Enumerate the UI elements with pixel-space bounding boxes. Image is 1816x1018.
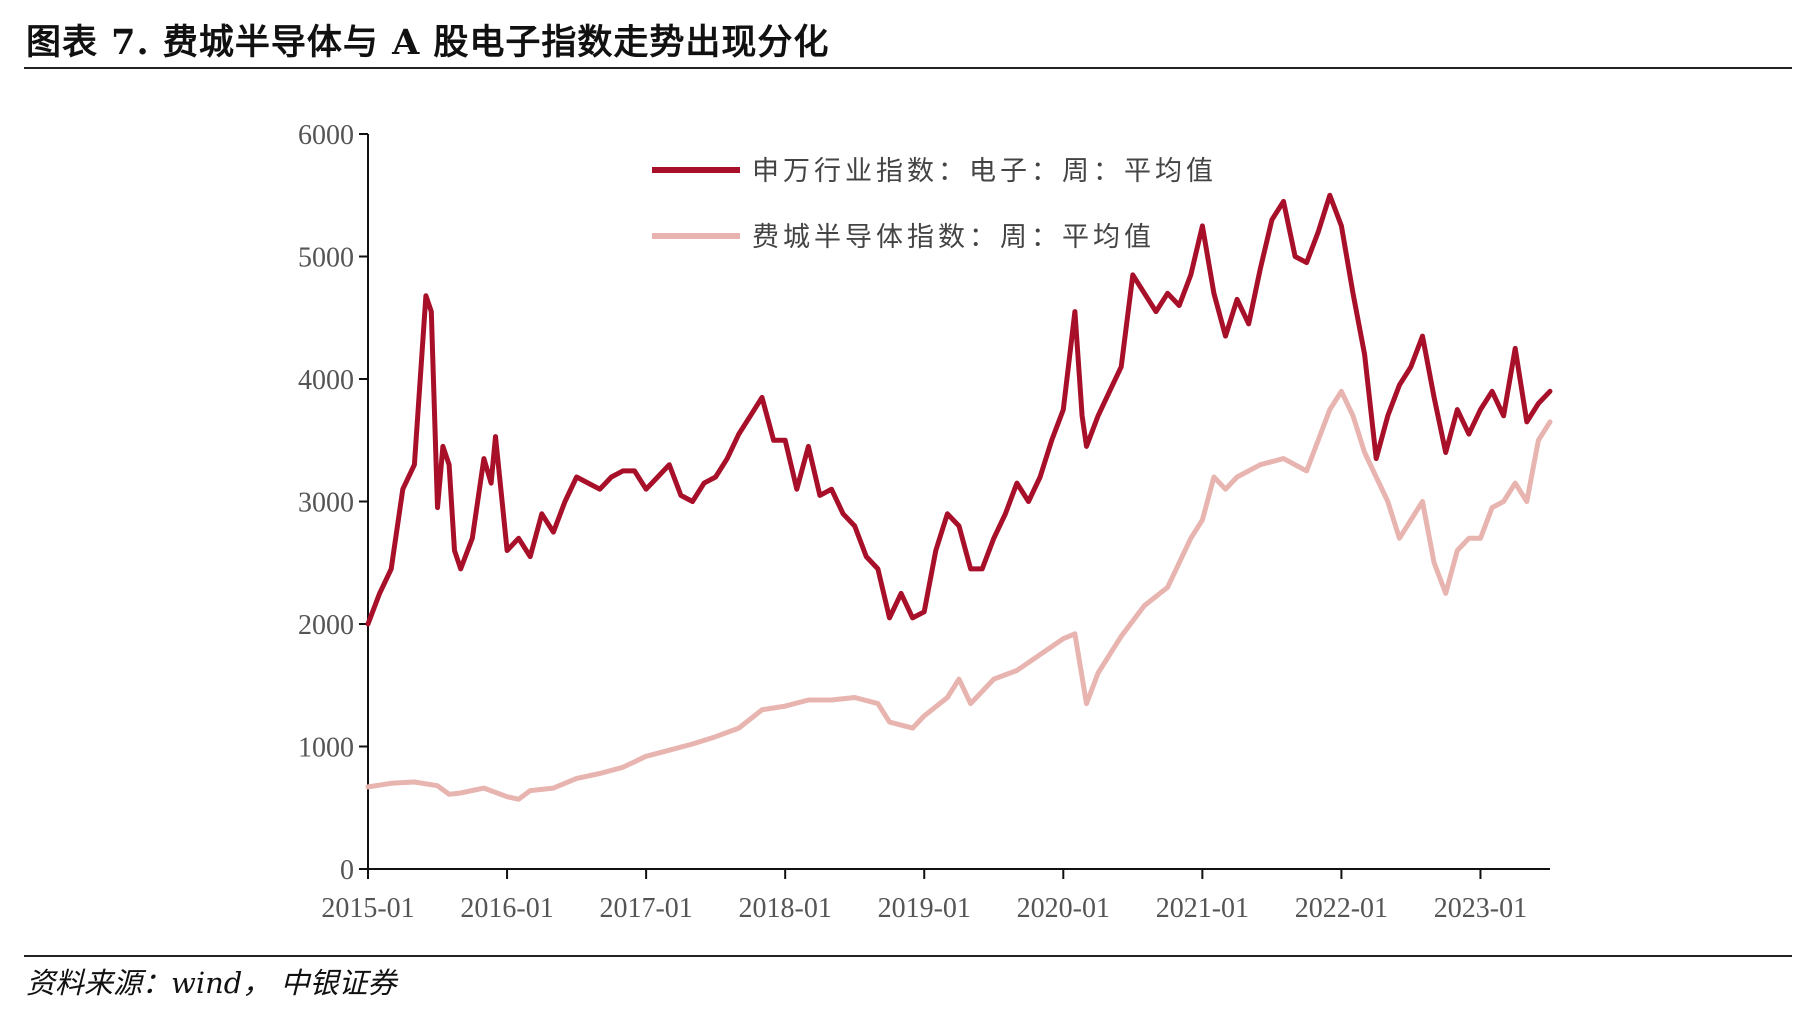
legend-label-2: 费城半导体指数：周：平均值 — [752, 222, 1155, 253]
y-tick-label: 5000 — [298, 243, 354, 274]
x-tick-label: 2016-01 — [460, 893, 553, 924]
source-note: 资料来源：wind， 中银证券 — [26, 966, 397, 1000]
series-line-2 — [365, 388, 1553, 802]
chart-title: 图表 7. 费城半导体与 A 股电子指数走势出现分化 — [26, 22, 830, 63]
y-tick-label: 2000 — [298, 610, 354, 641]
x-tick-label: 2015-01 — [321, 893, 414, 924]
y-tick-label: 0 — [340, 855, 354, 886]
x-tick-label: 2021-01 — [1156, 893, 1249, 924]
title-divider — [24, 67, 1792, 69]
x-tick-label: 2019-01 — [878, 893, 971, 924]
chart-axes: 0 1000 2000 3000 4000 5000 6000 2015-01 2016-01 2… — [298, 120, 1550, 924]
x-tick-label: 2022-01 — [1295, 893, 1388, 924]
series-line-1 — [365, 192, 1553, 627]
y-tick-label: 6000 — [298, 120, 354, 151]
chart-series — [365, 192, 1553, 802]
y-tick-label: 4000 — [298, 365, 354, 396]
x-tick-label: 2018-01 — [739, 893, 832, 924]
x-tick-label: 2017-01 — [599, 893, 692, 924]
source-divider — [24, 955, 1792, 957]
x-tick-label: 2023-01 — [1434, 893, 1527, 924]
y-tick-label: 1000 — [298, 733, 354, 764]
legend-label-1: 申万行业指数：电子：周：平均值 — [752, 156, 1217, 187]
x-tick-label: 2020-01 — [1017, 893, 1110, 924]
y-tick-label: 3000 — [298, 488, 354, 519]
